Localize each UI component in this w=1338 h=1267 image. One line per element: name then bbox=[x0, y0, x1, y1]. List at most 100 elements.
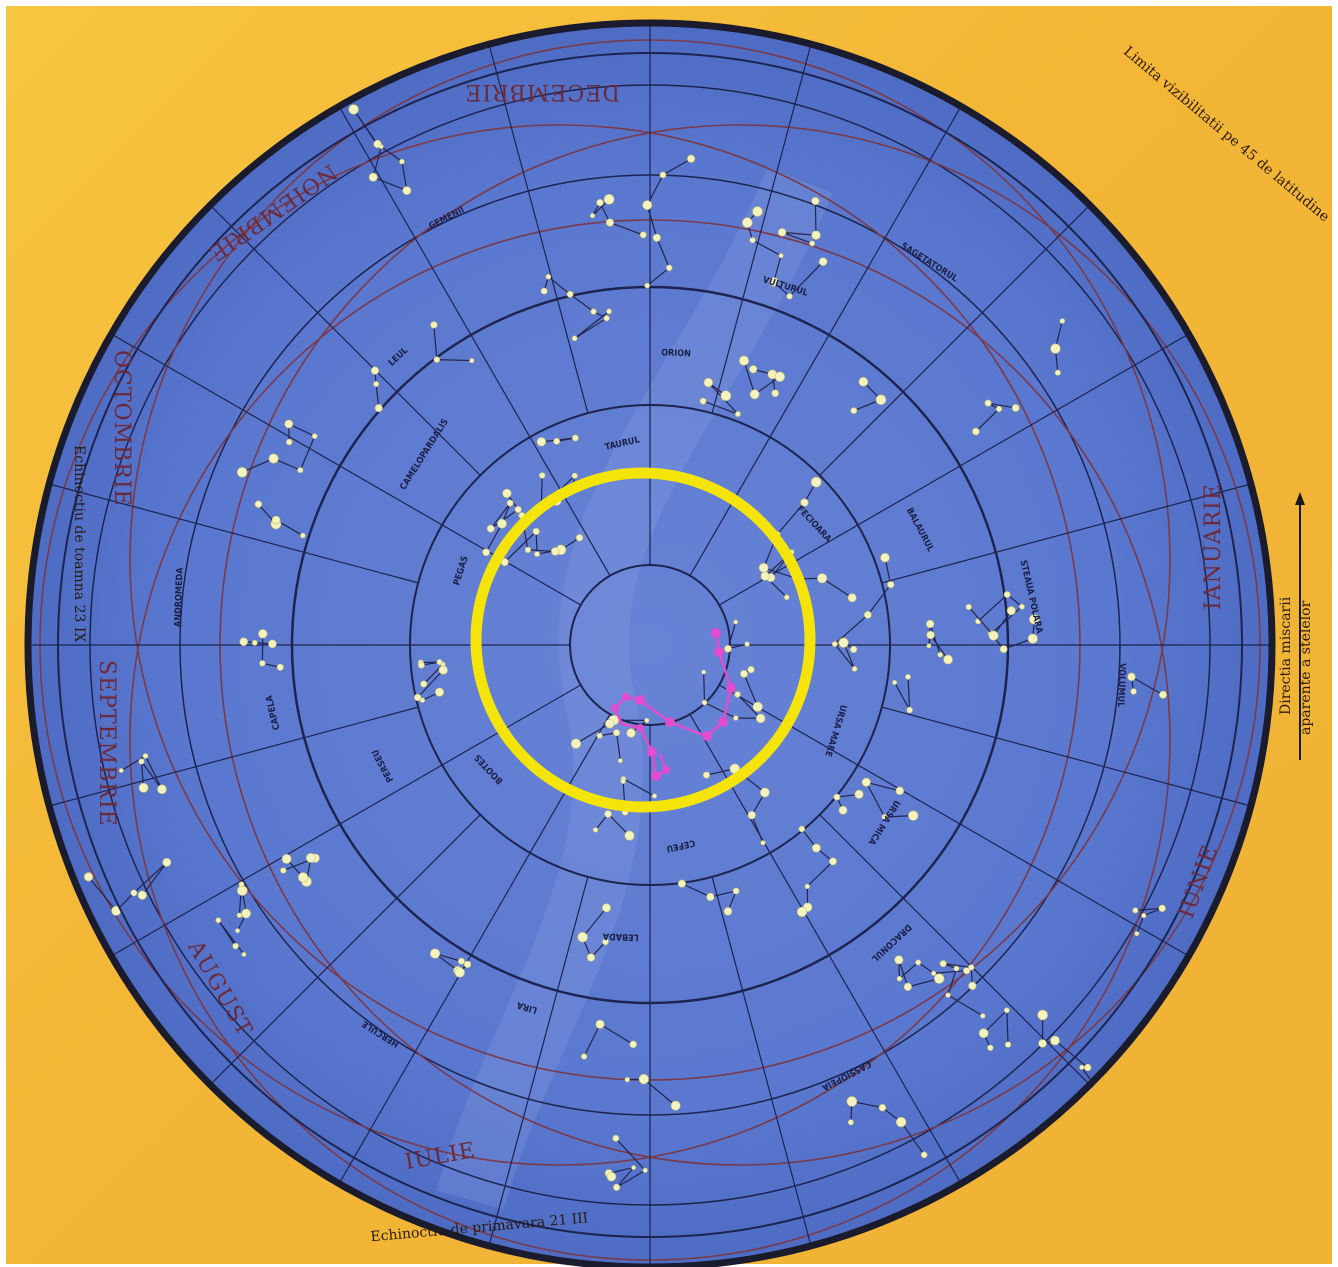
star bbox=[892, 680, 898, 685]
star bbox=[617, 758, 623, 764]
star bbox=[980, 1013, 986, 1019]
highlight-circle bbox=[470, 467, 816, 813]
text-right-visibility: Limita vizibilitatii pe 45 de latitudine bbox=[1120, 44, 1332, 226]
star bbox=[742, 217, 753, 228]
star bbox=[926, 643, 932, 649]
star bbox=[644, 717, 650, 723]
inner-month-ring bbox=[57, 52, 1243, 1238]
star bbox=[534, 551, 540, 557]
star bbox=[1059, 318, 1066, 324]
star bbox=[850, 407, 858, 414]
star bbox=[758, 562, 769, 573]
star bbox=[659, 171, 667, 179]
star bbox=[733, 619, 739, 625]
text-right-direction-sub: aparente a stelelor bbox=[1298, 600, 1314, 735]
star bbox=[838, 637, 849, 648]
hour-line bbox=[711, 876, 812, 1246]
star bbox=[271, 515, 281, 525]
star bbox=[651, 793, 657, 799]
star bbox=[368, 172, 378, 182]
star bbox=[540, 287, 548, 295]
star bbox=[749, 365, 758, 374]
constellation-label: VOLUMUL bbox=[1115, 663, 1127, 708]
star bbox=[417, 661, 425, 669]
star bbox=[978, 1028, 989, 1039]
star bbox=[236, 467, 248, 478]
star bbox=[553, 437, 561, 445]
star bbox=[968, 981, 977, 990]
constellation-line bbox=[646, 158, 692, 287]
star bbox=[536, 437, 546, 447]
star bbox=[285, 438, 293, 446]
star bbox=[811, 230, 821, 240]
star bbox=[586, 953, 596, 962]
star bbox=[1050, 343, 1061, 354]
star bbox=[348, 104, 359, 115]
star bbox=[703, 377, 713, 388]
star bbox=[796, 906, 808, 917]
hour-line bbox=[711, 44, 812, 414]
highlighted-stars bbox=[611, 628, 736, 781]
star bbox=[268, 453, 279, 464]
star bbox=[937, 652, 943, 658]
star bbox=[933, 973, 945, 984]
star bbox=[603, 315, 610, 322]
star bbox=[532, 527, 540, 535]
constellation-line bbox=[764, 551, 793, 598]
star bbox=[846, 1096, 858, 1107]
star bbox=[603, 194, 615, 205]
star bbox=[732, 887, 740, 895]
star bbox=[1004, 1041, 1012, 1048]
star bbox=[642, 200, 653, 210]
star bbox=[963, 967, 971, 975]
star bbox=[606, 1171, 617, 1182]
star bbox=[1134, 931, 1140, 937]
constellation-line bbox=[781, 201, 817, 245]
star bbox=[435, 687, 445, 697]
constellation-label: ANDROMEDA bbox=[173, 567, 185, 628]
star bbox=[596, 199, 604, 207]
star bbox=[833, 793, 841, 801]
month-top: DECEMBRIE bbox=[464, 79, 620, 104]
star bbox=[887, 581, 895, 589]
star bbox=[988, 630, 999, 641]
star bbox=[1130, 688, 1137, 695]
star bbox=[83, 872, 94, 882]
star bbox=[575, 534, 584, 542]
star bbox=[920, 1151, 928, 1159]
star bbox=[215, 917, 222, 924]
star bbox=[878, 1103, 887, 1112]
star bbox=[804, 883, 810, 889]
star bbox=[953, 965, 960, 972]
text-right-direction: Directia miscarii bbox=[1278, 596, 1294, 715]
star bbox=[1127, 672, 1136, 681]
star bbox=[701, 669, 706, 675]
star bbox=[1084, 1063, 1092, 1072]
star bbox=[482, 548, 490, 557]
star bbox=[602, 938, 609, 946]
star bbox=[281, 854, 292, 864]
star bbox=[995, 405, 1003, 413]
star bbox=[572, 434, 579, 442]
star bbox=[502, 488, 512, 498]
star bbox=[162, 857, 172, 867]
star bbox=[142, 753, 149, 759]
star bbox=[943, 654, 953, 665]
star bbox=[514, 505, 522, 513]
star bbox=[800, 498, 809, 507]
star bbox=[374, 404, 383, 413]
star bbox=[311, 433, 318, 439]
star bbox=[538, 472, 546, 479]
star bbox=[595, 1019, 605, 1029]
star bbox=[811, 196, 820, 206]
highlighted-constellation bbox=[613, 632, 733, 779]
star bbox=[644, 282, 650, 289]
star bbox=[931, 970, 937, 976]
star bbox=[592, 827, 599, 833]
star bbox=[241, 952, 247, 957]
star bbox=[896, 975, 903, 982]
star bbox=[606, 308, 612, 315]
star bbox=[861, 777, 871, 787]
hour-line bbox=[488, 44, 589, 414]
star bbox=[829, 857, 837, 866]
